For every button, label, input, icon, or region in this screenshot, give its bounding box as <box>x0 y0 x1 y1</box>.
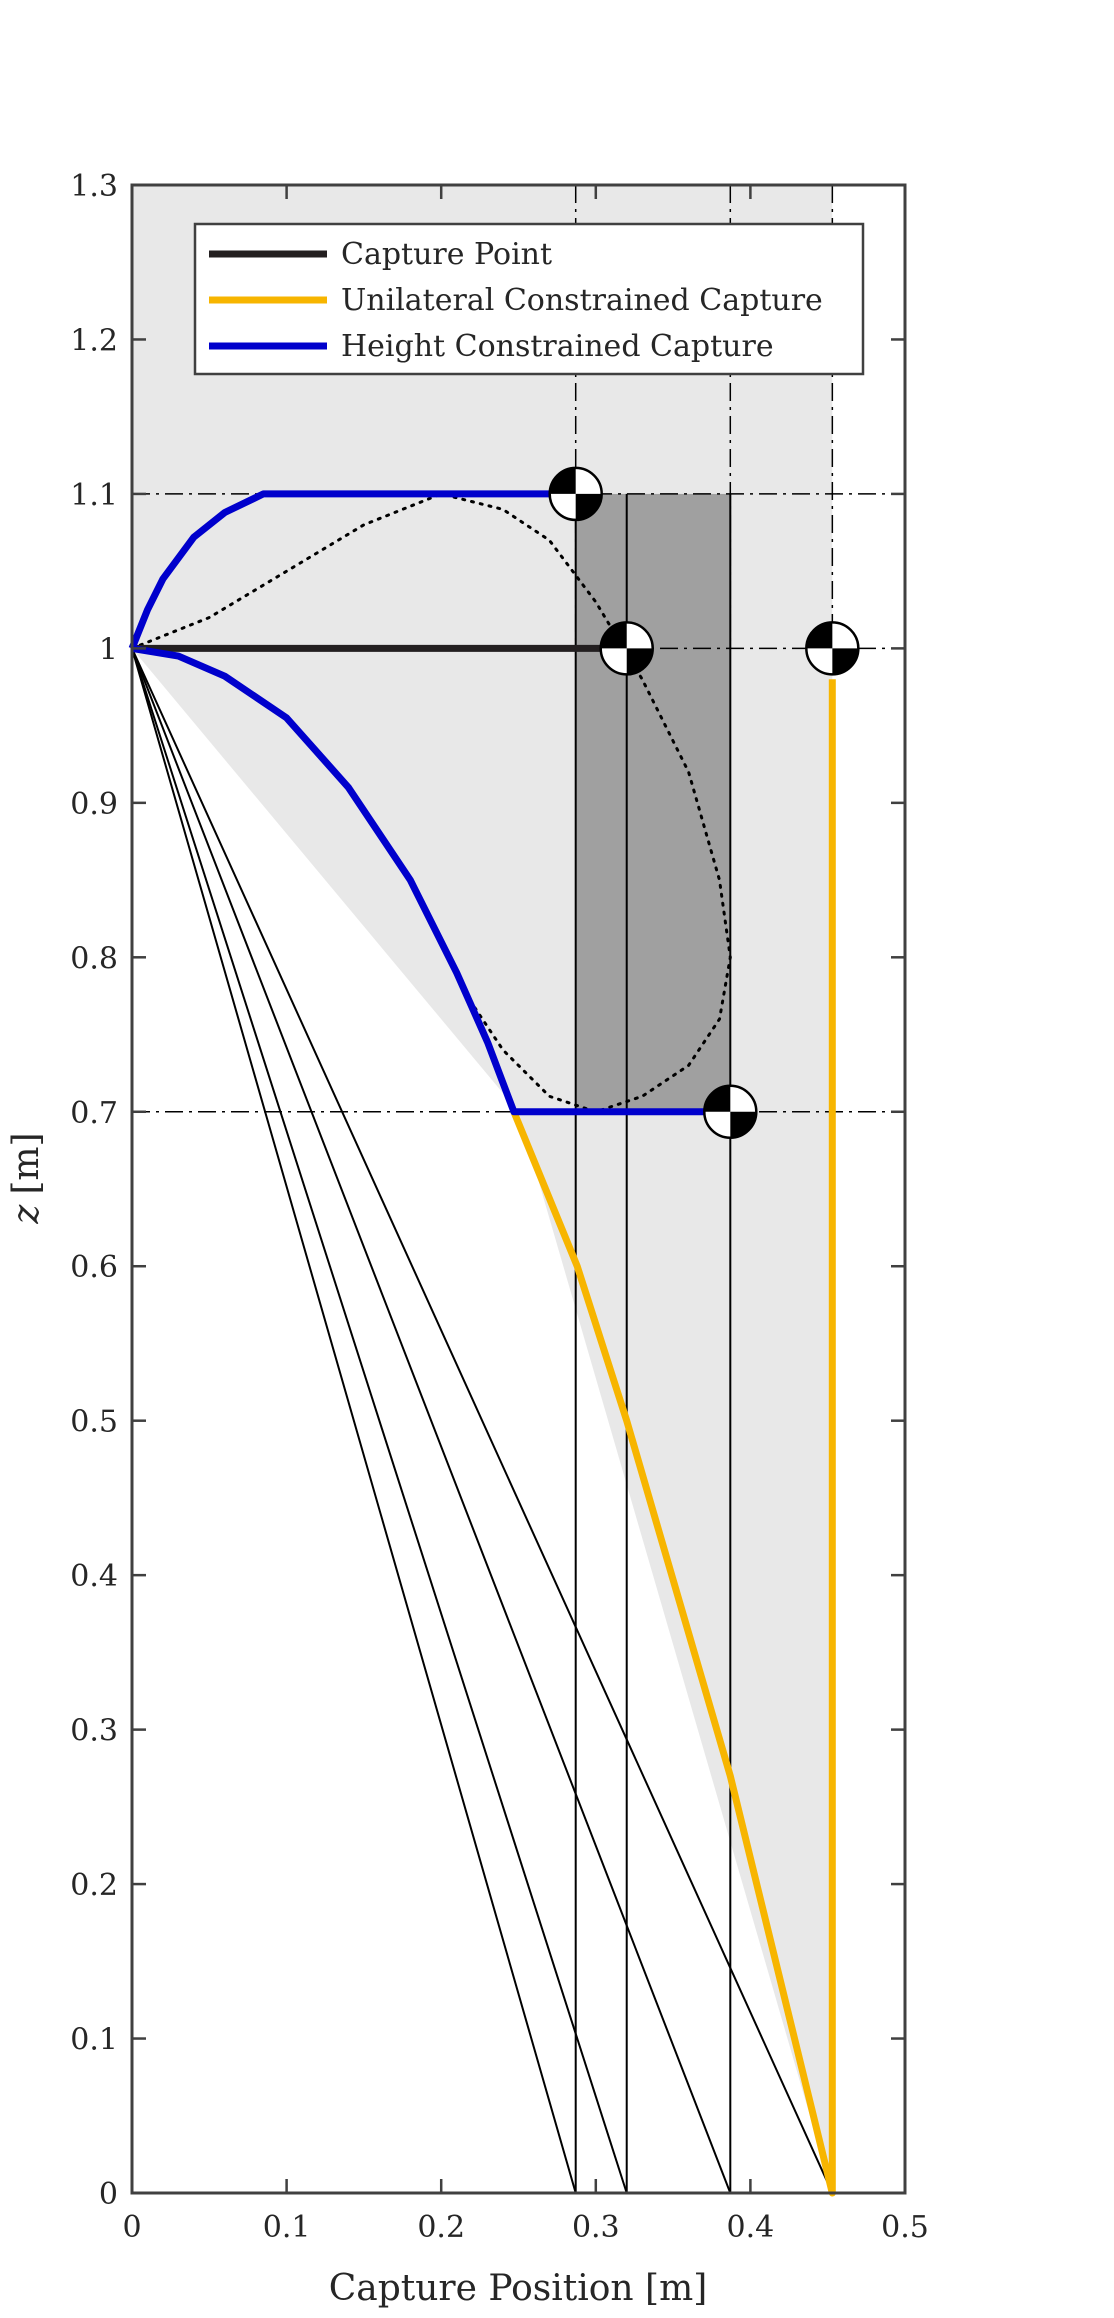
y-axis-label: z[m] <box>6 1132 47 1224</box>
y-tick-label: 1 <box>99 632 118 667</box>
com-marker-icon <box>703 1084 758 1140</box>
ray-line-1 <box>131 648 628 2194</box>
com-marker-quad-tl <box>806 622 833 649</box>
com-marker-quad-br <box>730 1111 757 1138</box>
com-marker-icon <box>805 621 860 676</box>
markers-layer <box>548 466 860 1140</box>
y-tick-label: 0 <box>99 2177 118 2212</box>
x-tick-label: 0.5 <box>881 2210 929 2245</box>
rays-layer <box>131 493 834 2194</box>
y-tick-label: 0.5 <box>70 1405 118 1440</box>
com-marker-quad-br <box>832 648 859 675</box>
series-layer <box>128 490 836 2197</box>
legend-label-1: Unilateral Constrained Capture <box>341 283 823 318</box>
y-tick-label: 0.3 <box>70 1714 118 1749</box>
y-tick-label: 0.6 <box>70 1250 118 1285</box>
axes-layer: 0 0.1 0.2 0.3 0.4 0.5 0 0.1 0.2 0.3 0.4 0.5 0.6 0.7 0.… <box>70 169 929 2245</box>
com-marker-quad-br <box>626 648 653 675</box>
com-marker-quad-tl <box>549 467 576 494</box>
x-tick-label: 0 <box>122 2210 141 2245</box>
feasible-region <box>132 185 833 2193</box>
ray-line-0 <box>131 648 577 2194</box>
x-tick-label: 0.2 <box>417 2210 465 2245</box>
x-axis-label: Capture Position [m] <box>329 2268 708 2309</box>
x-tick-label: 0.4 <box>727 2210 775 2245</box>
legend-label-0: Capture Point <box>341 237 552 272</box>
com-marker-icon <box>548 466 603 522</box>
ray-line-2 <box>131 648 732 2194</box>
y-tick-label: 0.9 <box>70 787 118 822</box>
y-tick-label: 0.8 <box>70 941 118 976</box>
shaded-rect <box>575 493 731 1112</box>
com-marker-quad-br <box>575 493 602 520</box>
y-tick-label: 0.2 <box>70 1868 118 1903</box>
y-tick-label: 1.3 <box>70 169 118 204</box>
series-2-segment-1 <box>131 644 731 1116</box>
com-marker-quad-tl <box>600 622 627 649</box>
regions-layer <box>132 185 833 2193</box>
com-marker-quad-tl <box>704 1085 731 1112</box>
x-tick-label: 0.3 <box>572 2210 620 2245</box>
x-tick-label: 0.1 <box>263 2210 311 2245</box>
axes-box <box>130 183 907 2195</box>
legend-label-2: Height Constrained Capture <box>341 329 774 364</box>
ray-line-3 <box>131 647 834 2194</box>
y-tick-label: 0.1 <box>70 2023 118 2058</box>
y-tick-label: 1.1 <box>70 478 118 513</box>
legend: Capture Point Unilateral Constrained Capt… <box>193 222 865 376</box>
y-tick-label: 0.4 <box>70 1559 118 1594</box>
series-1-segment-0 <box>510 679 836 2197</box>
com-marker-icon <box>599 621 654 676</box>
y-tick-label: 0.7 <box>70 1096 118 1131</box>
y-tick-label: 1.2 <box>70 323 118 358</box>
series-2-segment-0 <box>128 490 576 650</box>
